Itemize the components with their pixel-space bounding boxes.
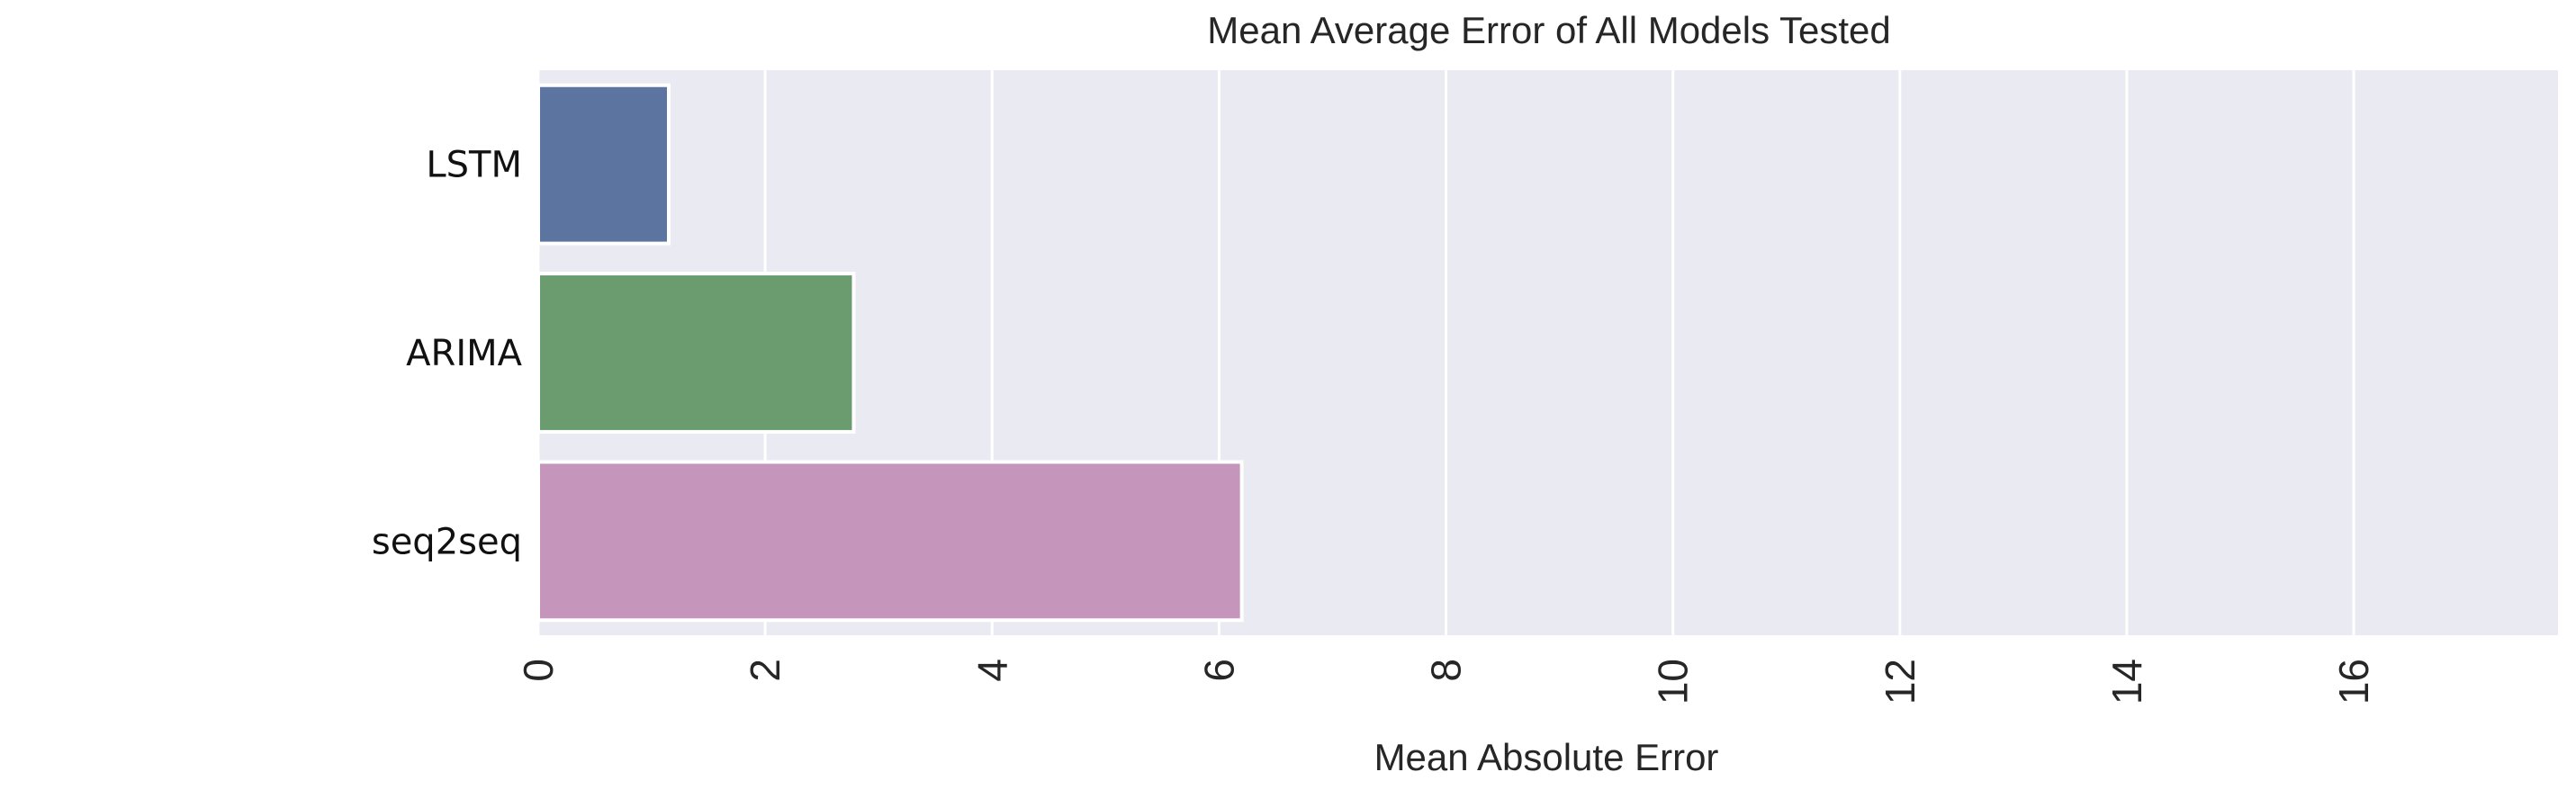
x-tick-label: 0	[515, 659, 562, 682]
x-tick-label: 8	[1423, 659, 1470, 682]
category-label-arima: ARIMA	[406, 333, 522, 374]
chart-title: Mean Average Error of All Models Tested	[1207, 9, 1891, 51]
bar-lstm	[536, 83, 671, 246]
x-tick-label: 10	[1650, 659, 1697, 705]
category-labels: LSTM ARIMA seq2seq	[372, 145, 523, 563]
x-tick-label: 14	[2103, 659, 2150, 705]
x-tick-label: 2	[742, 659, 788, 682]
category-label-lstm: LSTM	[426, 145, 522, 186]
bars	[536, 83, 1244, 623]
x-tick-labels: 0 2 4 6 8 10 12 14 16	[515, 659, 2377, 705]
x-tick-label: 4	[968, 659, 1015, 682]
bar-arima	[536, 272, 856, 434]
category-label-seq2seq: seq2seq	[372, 521, 522, 562]
x-tick-label: 12	[1877, 659, 1923, 705]
bar-seq2seq	[536, 460, 1244, 623]
x-tick-label: 16	[2330, 659, 2377, 705]
x-axis-label: Mean Absolute Error	[1374, 736, 1719, 778]
x-tick-label: 6	[1195, 659, 1242, 682]
